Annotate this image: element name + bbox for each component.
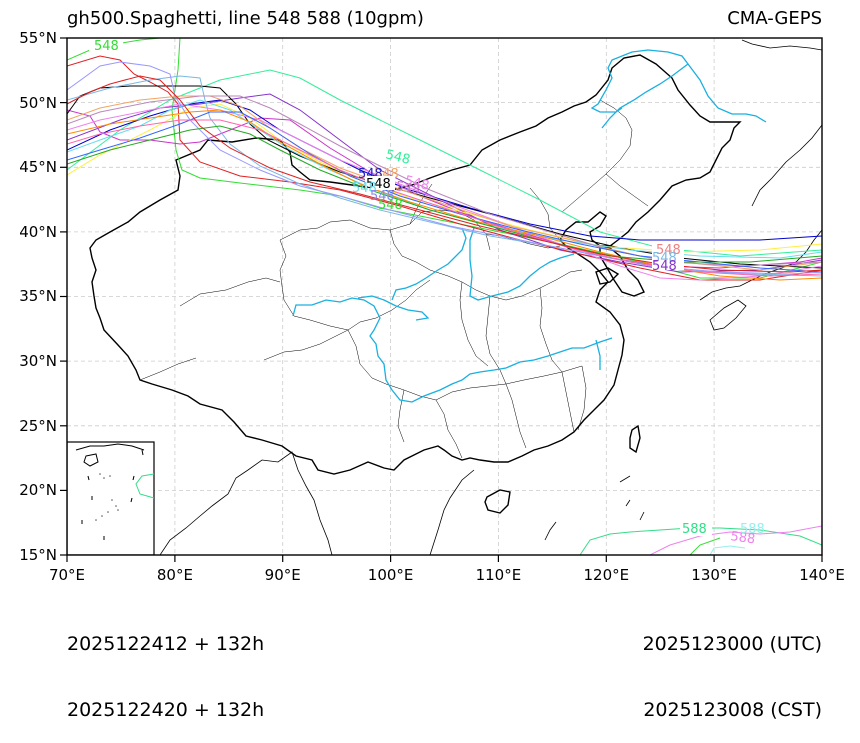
chart-title: gh500.Spaghetti, line 548 588 (10gpm) (67, 8, 424, 29)
x-tick-label: 90°E (265, 566, 301, 584)
y-tick-label: 50°N (19, 94, 57, 112)
contour-label: 548 (403, 173, 431, 194)
valid-time-utc: 2025123000 (UTC) (642, 633, 822, 655)
init-time-block: 2025122412 + 132h 2025122420 + 132h (67, 589, 264, 743)
valid-time-block: 2025123000 (UTC) 2025123008 (CST) (643, 589, 822, 743)
y-tick-label: 20°N (19, 481, 57, 499)
contour-label: 548 (94, 39, 119, 54)
y-tick-label: 25°N (19, 417, 57, 435)
contour-labels: 548 548 548 548 548 548 548 548 548 548 … (89, 38, 765, 547)
y-tick-label: 30°N (19, 352, 57, 370)
map-figure: 548 548 548 548 548 548 548 548 548 548 … (19, 29, 845, 584)
contour-label: 548 (352, 181, 377, 196)
gridlines (67, 38, 822, 555)
x-tick-label: 110°E (476, 566, 522, 584)
x-tick-label: 100°E (368, 566, 414, 584)
contours-588 (133, 465, 822, 555)
contour-label: 548 (394, 179, 421, 198)
contour-label: 548 (378, 198, 403, 213)
contour-label: 548 (652, 251, 677, 266)
contour-label: 548 (370, 189, 395, 204)
contour-label: 548 (366, 177, 391, 192)
contour-label: 588 (729, 529, 756, 547)
x-tick-label: 130°E (691, 566, 737, 584)
coastlines (159, 39, 822, 555)
contour-label: 548 (656, 243, 681, 258)
y-tick-label: 40°N (19, 223, 57, 241)
x-tick-label: 70°E (49, 566, 85, 584)
contour-label: 548 (652, 259, 677, 274)
contours-548 (67, 38, 822, 281)
contour-label: 548 (384, 147, 412, 168)
y-tick-label: 15°N (19, 546, 57, 564)
province-borders (139, 99, 649, 459)
y-tick-label: 45°N (19, 158, 57, 176)
rivers (292, 49, 767, 403)
x-tick-label: 120°E (583, 566, 629, 584)
init-time-2: 2025122420 + 132h (67, 699, 265, 721)
x-tick-label: 140°E (799, 566, 845, 584)
south-china-sea-inset (67, 441, 155, 555)
data-source-label: CMA-GEPS (727, 8, 822, 29)
contour-label: 588 (682, 522, 707, 537)
y-tick-label: 55°N (19, 29, 57, 47)
x-axis (66, 555, 823, 562)
y-axis (60, 37, 67, 556)
init-time-1: 2025122412 + 132h (67, 633, 265, 655)
y-tick-label: 35°N (19, 287, 57, 305)
x-tick-label: 80°E (157, 566, 193, 584)
contour-label: 588 (740, 522, 765, 537)
valid-time-cst: 2025123008 (CST) (643, 699, 822, 721)
